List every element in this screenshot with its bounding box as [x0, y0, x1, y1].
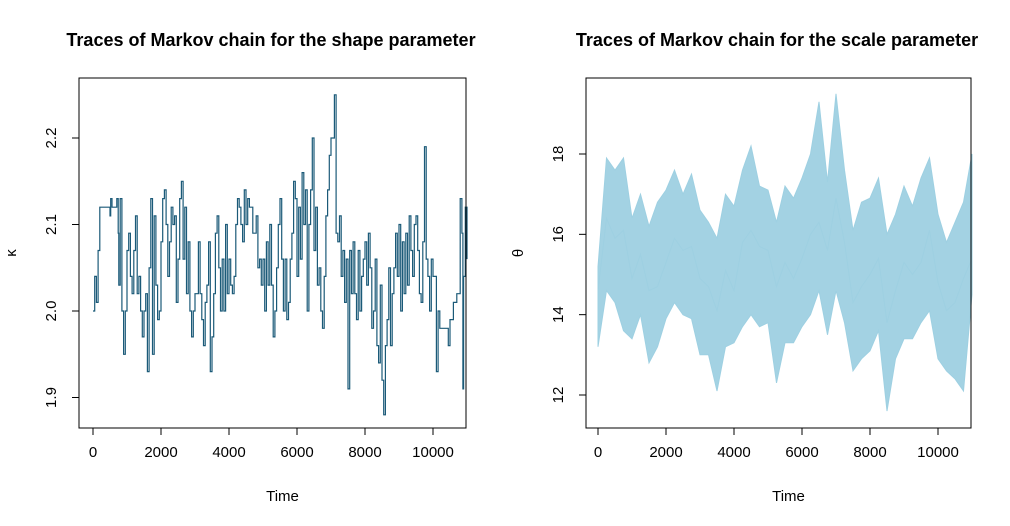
shape-trace-panel: Traces of Markov chain for the shape par…	[3, 30, 476, 505]
y-tick-label: 1.9	[43, 387, 60, 408]
scale-trace-panel: Traces of Markov chain for the scale par…	[505, 0, 1010, 526]
x-tick-label: 10000	[917, 444, 959, 461]
scale-trace-title: Traces of Markov chain for the scale par…	[575, 30, 979, 50]
trace-line	[93, 94, 468, 416]
x-tick-label: 10000	[412, 444, 454, 461]
trace-band	[597, 93, 973, 412]
trace-line	[597, 198, 973, 323]
shape-trace-title: Traces of Markov chain for the shape par…	[66, 30, 476, 50]
x-tick-label: 4000	[212, 444, 245, 461]
y-tick-label: 2.1	[43, 214, 60, 235]
x-tick-label: 2000	[649, 444, 682, 461]
y-tick-label: 12	[550, 387, 567, 404]
x-tick-label: 6000	[280, 444, 313, 461]
x-tick-label: 0	[89, 444, 97, 461]
x-tick-label: 0	[594, 444, 602, 461]
y-tick-label: 16	[550, 226, 567, 243]
y-tick-label: 2.0	[43, 301, 60, 322]
x-tick-label: 6000	[785, 444, 818, 461]
shape-trace-chart: 0 2000 4000 6000 8000 10000 Time 1.9 2.0 2.1 2.2 κ	[3, 77, 468, 505]
x-tick-label: 4000	[717, 444, 750, 461]
y-tick-label: 18	[550, 146, 567, 163]
x-axis-label: Time	[772, 488, 805, 505]
x-tick-label: 2000	[144, 444, 177, 461]
y-tick-label: 2.2	[43, 128, 60, 149]
x-tick-label: 8000	[853, 444, 886, 461]
x-tick-label: 8000	[348, 444, 381, 461]
scale-trace-chart: 0 2000 4000 6000 8000 10000 Time 12 14 16 18 θ	[510, 77, 973, 505]
y-axis-label: κ	[3, 249, 20, 257]
y-tick-label: 14	[550, 306, 567, 323]
x-axis-label: Time	[266, 488, 299, 505]
y-axis-label: θ	[510, 249, 527, 257]
